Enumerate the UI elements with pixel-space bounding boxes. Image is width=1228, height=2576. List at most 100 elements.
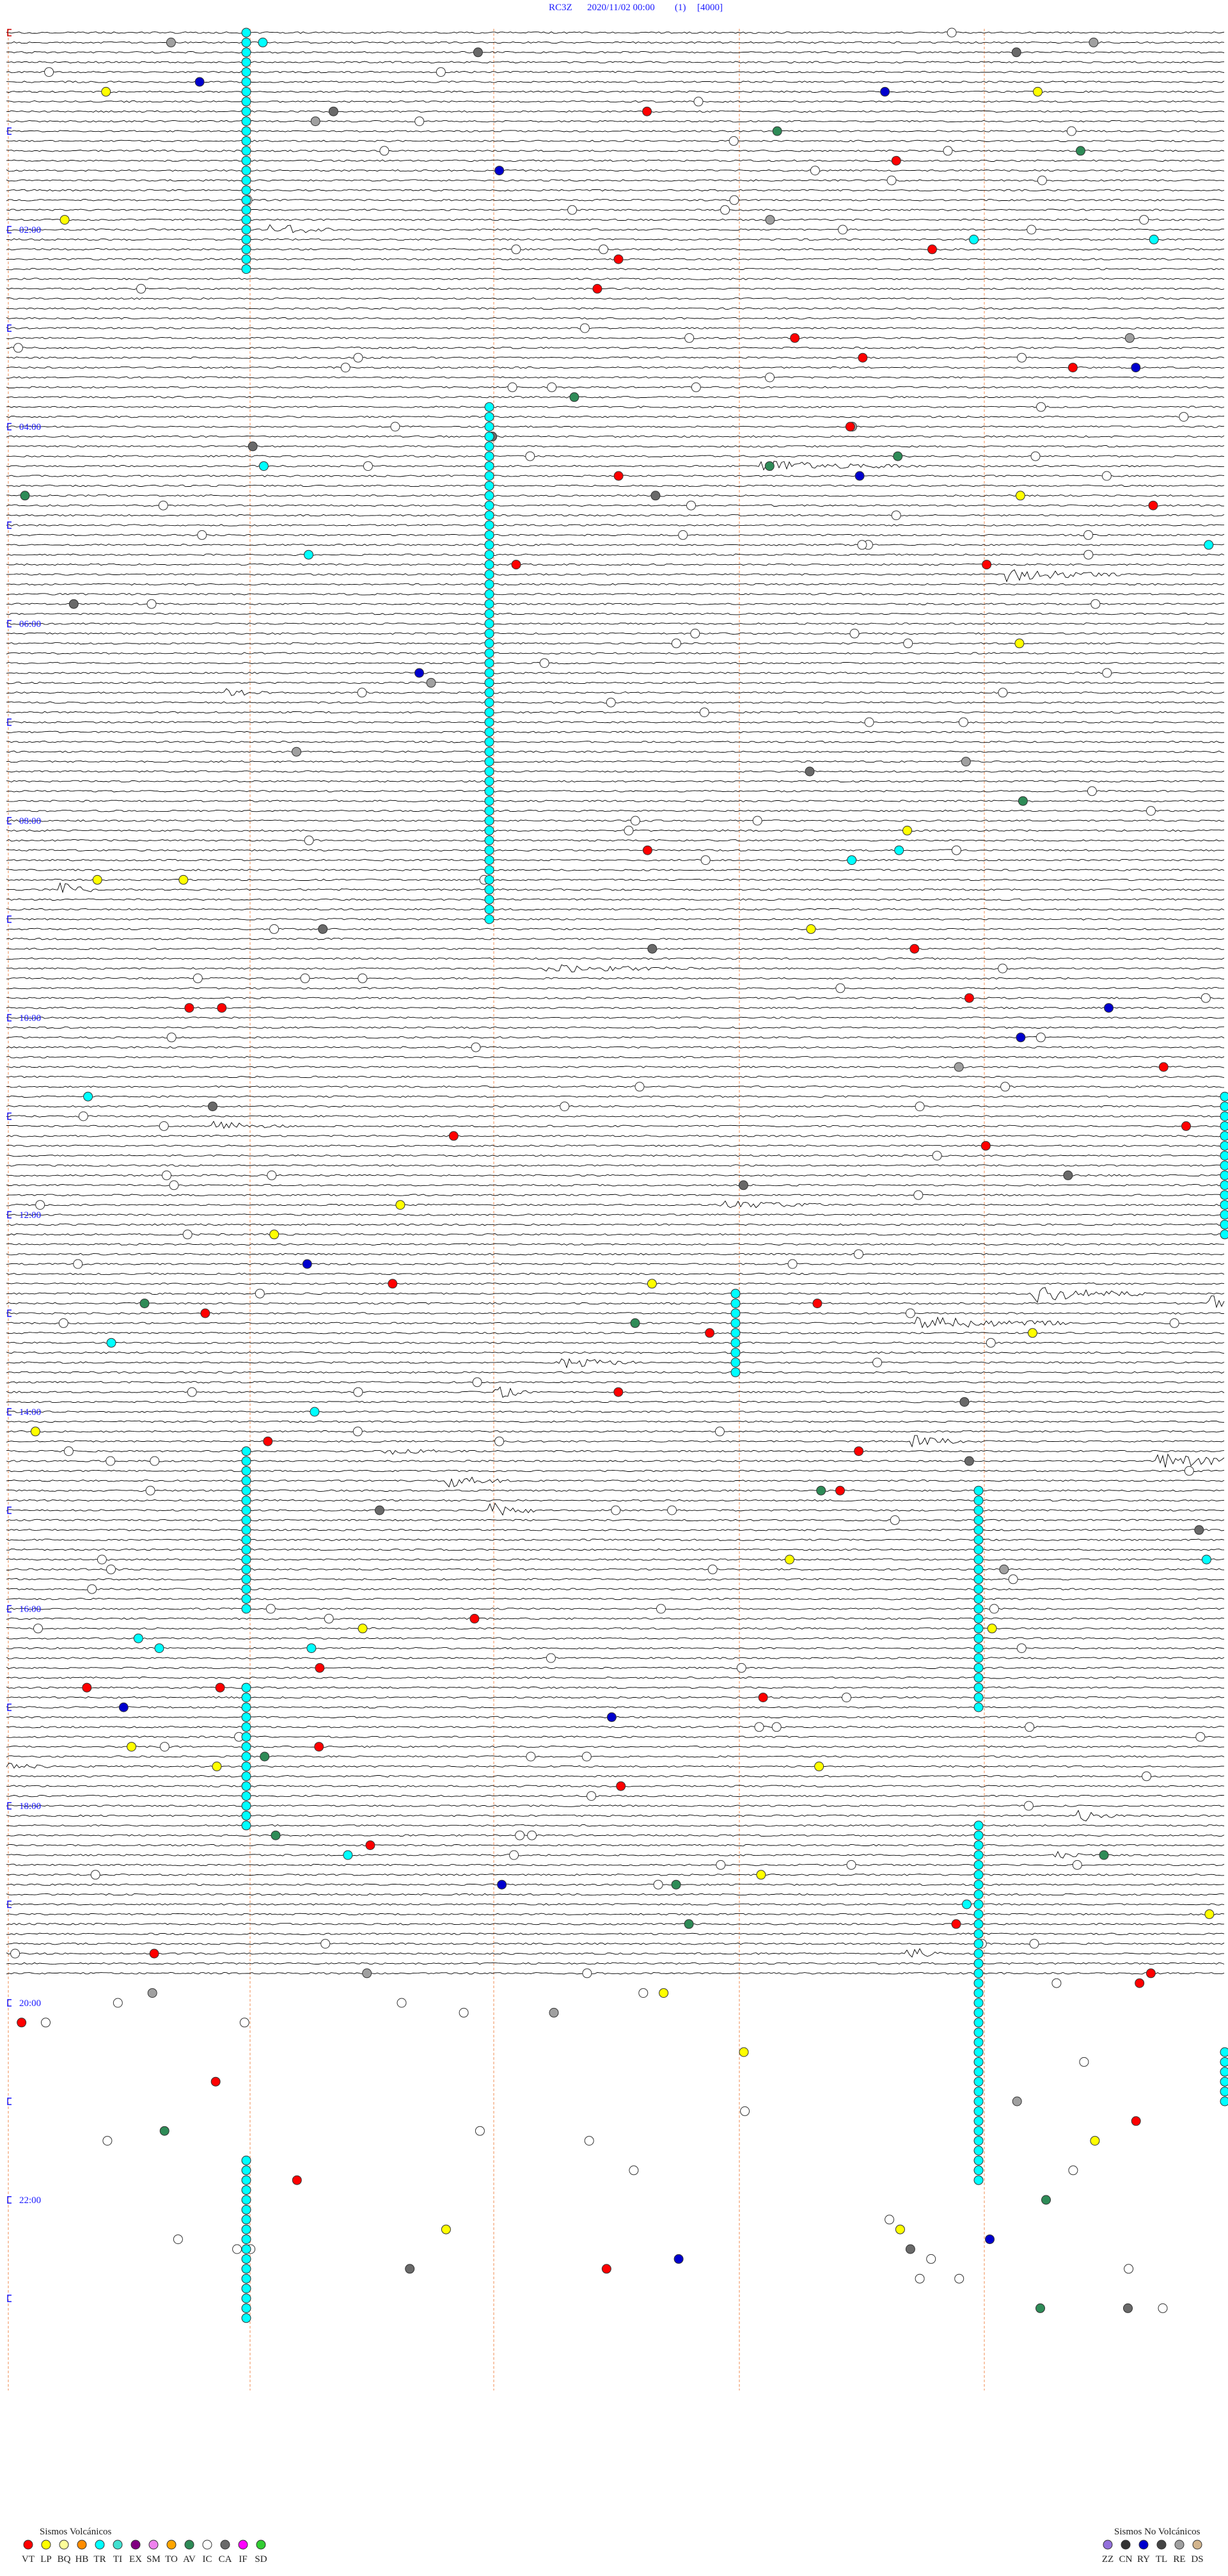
event-marker — [375, 1505, 384, 1515]
tremor-marker — [241, 1801, 251, 1811]
trace — [6, 366, 1225, 369]
event-marker — [362, 1968, 372, 1979]
event-marker — [586, 1791, 597, 1801]
trace — [6, 839, 1225, 842]
event-marker — [343, 1850, 353, 1860]
tremor-marker — [973, 1574, 984, 1584]
tremor-marker — [973, 1988, 984, 1998]
trace — [6, 672, 1225, 674]
trace — [6, 1627, 1225, 1630]
trace — [6, 661, 1225, 665]
tremor-marker — [484, 402, 494, 412]
tremor-marker — [973, 1909, 984, 1919]
trace — [6, 1453, 1225, 1468]
event-marker — [494, 1436, 505, 1446]
event-marker — [20, 491, 30, 501]
tremor-marker — [484, 451, 494, 461]
trace — [6, 1893, 1225, 1896]
event-marker — [353, 1387, 363, 1397]
trace — [6, 1597, 1225, 1600]
tremor-marker — [484, 569, 494, 580]
tremor-marker — [1220, 2076, 1228, 2087]
legend-swatch — [41, 2540, 51, 2550]
time-label: 04:00 — [19, 422, 41, 432]
event-marker — [891, 155, 901, 166]
tremor-marker — [484, 520, 494, 530]
tremor-marker — [484, 480, 494, 491]
tremor-marker — [241, 1712, 251, 1722]
legend-code: DS — [1191, 2554, 1203, 2564]
event-marker — [30, 1426, 40, 1437]
event-marker — [1068, 2165, 1078, 2176]
event-marker — [300, 973, 310, 983]
event-marker — [215, 1682, 225, 1693]
event-marker — [1041, 2195, 1051, 2205]
event-marker — [127, 1742, 137, 1752]
event-marker — [187, 1387, 197, 1397]
event-marker — [1135, 1978, 1145, 1988]
tremor-marker — [1220, 1200, 1228, 1210]
tremor-marker — [241, 1732, 251, 1742]
event-marker — [1158, 2303, 1168, 2313]
event-marker — [895, 2224, 905, 2234]
trace — [6, 569, 1225, 583]
trace — [6, 1120, 1225, 1129]
tremor-marker — [484, 441, 494, 452]
tremor-marker — [241, 1761, 251, 1771]
tremor-marker — [1220, 2047, 1228, 2057]
tremor-marker — [973, 1998, 984, 2008]
tremor-marker — [484, 697, 494, 707]
event-marker — [964, 1456, 974, 1466]
event-marker — [954, 2273, 964, 2284]
trace — [6, 120, 1225, 123]
event-marker — [700, 855, 711, 865]
event-marker — [684, 333, 695, 343]
event-marker — [835, 1485, 845, 1496]
event-marker — [147, 1988, 157, 1998]
trace — [6, 711, 1225, 714]
trace — [6, 731, 1225, 734]
event-marker — [118, 1702, 129, 1712]
event-marker — [806, 924, 816, 934]
trace — [6, 652, 1225, 654]
tremor-marker — [241, 2303, 251, 2313]
legend-code: ZZ — [1102, 2554, 1114, 2564]
tremor-marker — [1220, 2057, 1228, 2067]
tremor-marker — [241, 67, 251, 77]
tremor-marker — [484, 766, 494, 777]
event-marker — [961, 757, 971, 767]
event-marker — [133, 1633, 143, 1643]
tremor-marker — [973, 2145, 984, 2156]
event-marker — [263, 1436, 273, 1446]
tremor-marker — [1220, 1160, 1228, 1171]
event-marker — [459, 2007, 469, 2018]
trace — [6, 149, 1225, 152]
legend-code: BQ — [58, 2554, 71, 2564]
event-marker — [738, 1180, 748, 1190]
trace — [6, 829, 1225, 832]
trace — [6, 327, 1225, 329]
tremor-marker — [241, 1535, 251, 1545]
event-marker — [611, 1505, 621, 1515]
tremor-marker — [484, 431, 494, 441]
tremor-marker — [484, 914, 494, 924]
tremor-marker — [241, 254, 251, 264]
event-marker — [592, 283, 602, 294]
event-marker — [292, 2175, 302, 2185]
legend-swatch — [113, 2540, 123, 2550]
event-marker — [1012, 2096, 1022, 2106]
trace — [6, 642, 1225, 645]
trace — [6, 90, 1225, 93]
tremor-marker — [730, 1357, 741, 1368]
event-marker — [1037, 175, 1047, 186]
event-marker — [352, 1426, 363, 1437]
event-marker — [166, 37, 176, 47]
legend-code: VT — [22, 2554, 35, 2564]
trace — [6, 622, 1225, 625]
event-marker — [471, 1042, 481, 1052]
event-marker — [705, 1328, 715, 1338]
event-marker — [158, 500, 168, 510]
tremor-marker — [973, 2087, 984, 2097]
time-label: 06:00 — [19, 619, 41, 629]
event-marker — [915, 1102, 925, 1112]
